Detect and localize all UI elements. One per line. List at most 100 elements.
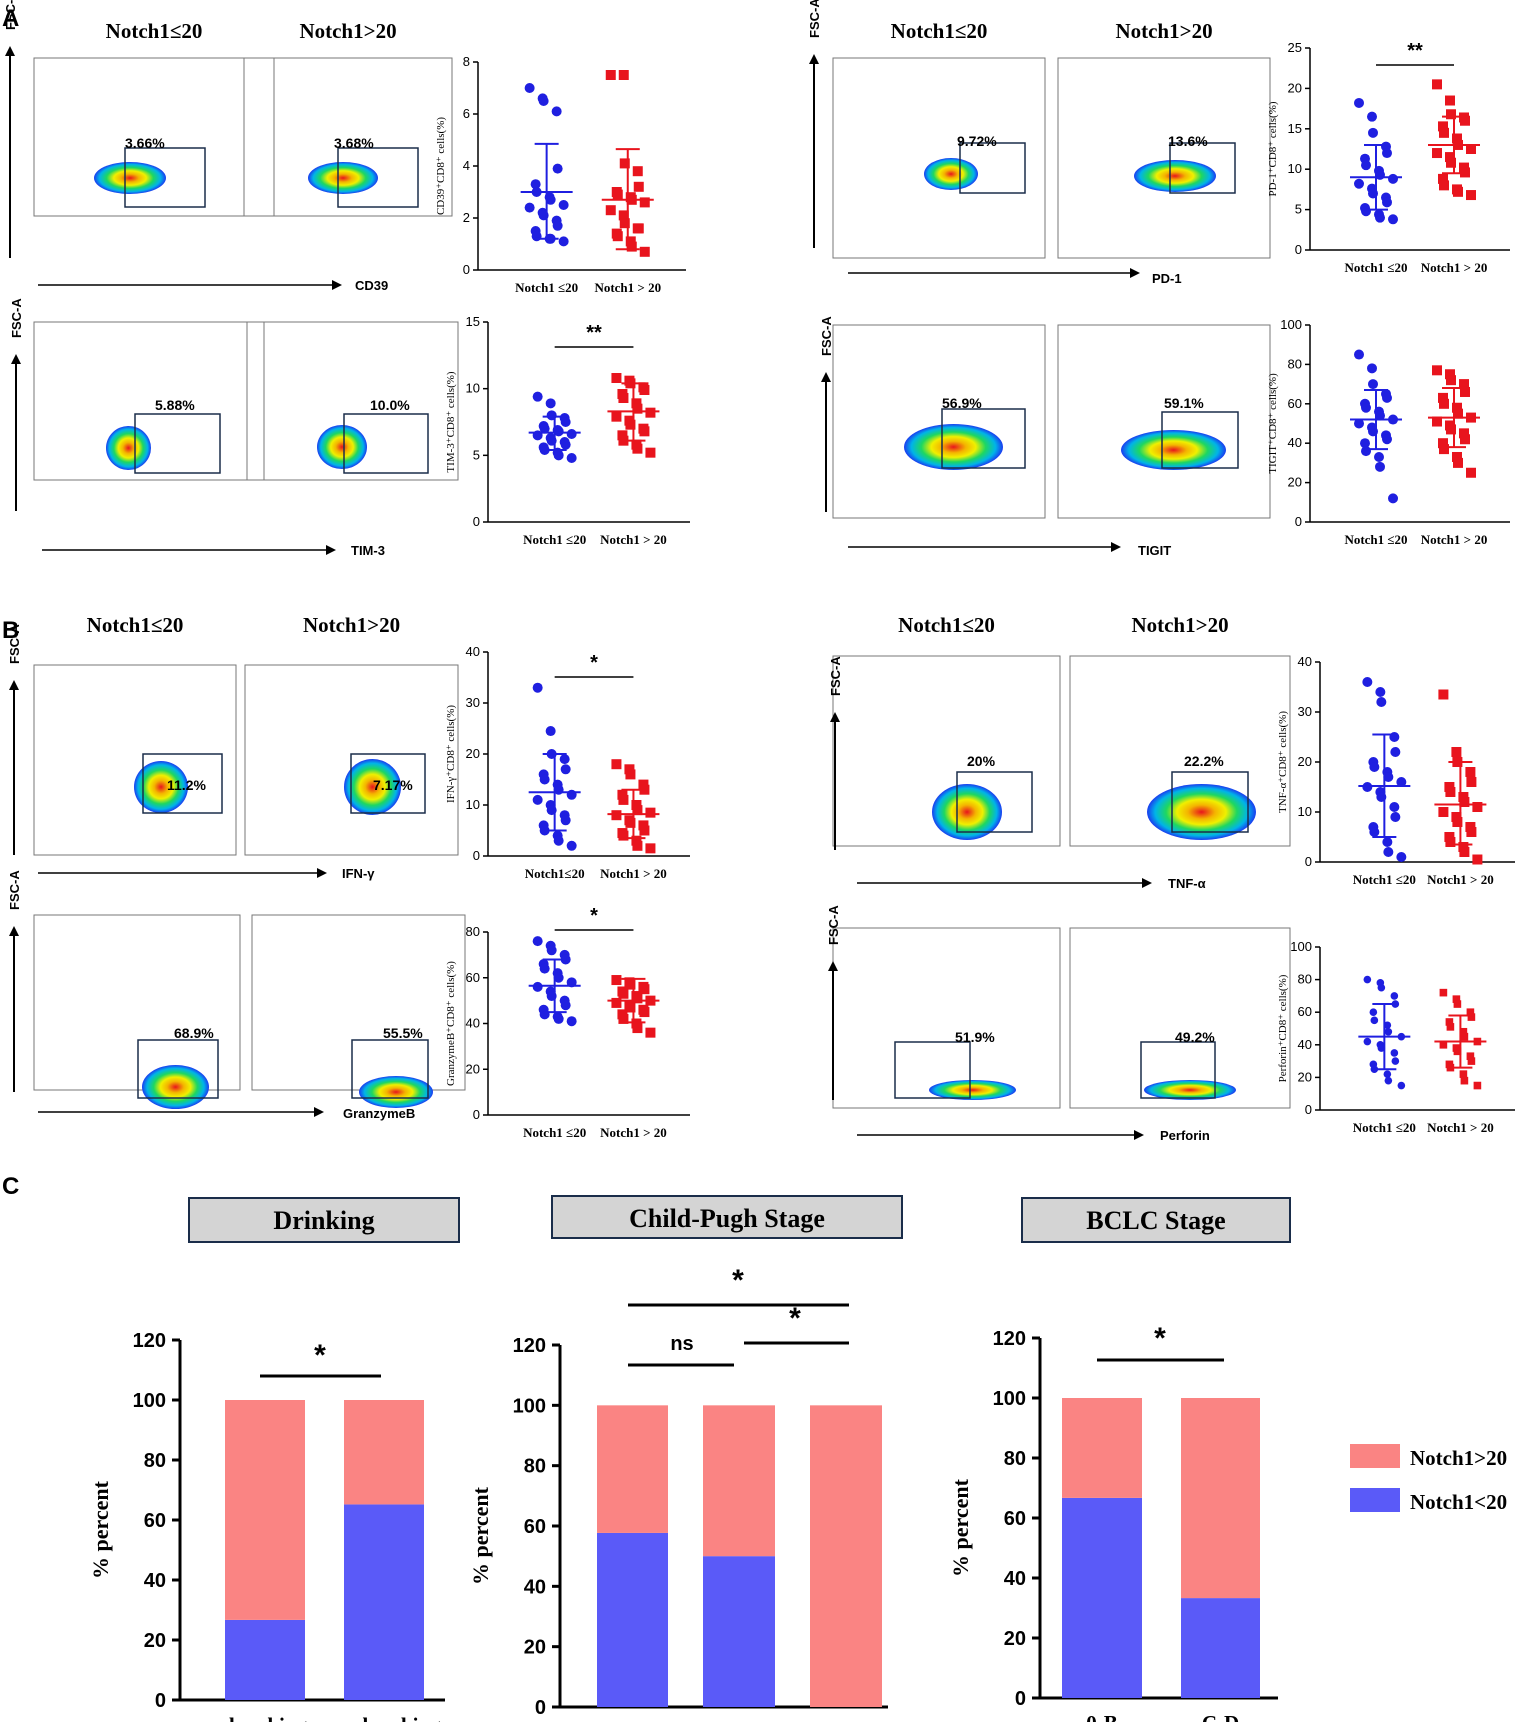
bar-segment-notch1-high bbox=[1062, 1398, 1142, 1498]
y-axis-label: FSC-A bbox=[7, 870, 22, 910]
data-point bbox=[1367, 363, 1377, 374]
flow-header-high: Notch1>20 bbox=[1131, 613, 1228, 637]
data-point bbox=[560, 439, 571, 450]
data-point bbox=[1466, 1008, 1475, 1016]
data-point bbox=[539, 1009, 550, 1020]
y-tick-label: 0 bbox=[473, 1107, 480, 1122]
data-point bbox=[1361, 402, 1371, 413]
chart-title-box bbox=[1021, 1197, 1291, 1243]
gate-box bbox=[1161, 411, 1239, 469]
data-point bbox=[619, 158, 630, 169]
gate-percent-low: 9.72% bbox=[957, 133, 997, 149]
data-point bbox=[558, 200, 569, 210]
gate-box bbox=[134, 413, 221, 474]
significance-label: * bbox=[732, 1264, 744, 1297]
data-point bbox=[552, 163, 563, 174]
data-point bbox=[532, 981, 543, 992]
data-point bbox=[611, 759, 622, 770]
data-point bbox=[1361, 160, 1371, 171]
y-axis-label: FSC-A bbox=[7, 624, 22, 664]
x-category-label: Notch1 > 20 bbox=[594, 280, 661, 295]
data-point bbox=[552, 220, 563, 231]
data-point bbox=[618, 988, 629, 999]
data-point bbox=[645, 807, 656, 818]
y-axis-label: FSC-A bbox=[9, 298, 24, 338]
bar-segment-notch1-high bbox=[810, 1405, 882, 1707]
data-point bbox=[1467, 1013, 1476, 1021]
data-point bbox=[638, 779, 649, 790]
data-point bbox=[1439, 988, 1448, 997]
data-point bbox=[1354, 178, 1364, 189]
gate-percent-high: 7.17% bbox=[373, 777, 413, 793]
data-point bbox=[1466, 144, 1476, 154]
y-axis-title: PD-1⁺CD8⁺ cells(%) bbox=[1267, 101, 1279, 196]
y-tick-label: 80 bbox=[1288, 356, 1302, 371]
x-category-label: drunking bbox=[223, 1713, 308, 1722]
data-point bbox=[560, 1000, 571, 1011]
data-point bbox=[1445, 152, 1455, 163]
y-tick-label: 100 bbox=[513, 1395, 546, 1417]
data-point bbox=[1472, 802, 1483, 812]
data-point bbox=[1452, 133, 1462, 144]
y-tick-label: 2 bbox=[463, 210, 470, 225]
data-point bbox=[1363, 975, 1372, 984]
y-axis-title: TIM-3⁺CD8⁺ cells(%) bbox=[445, 371, 457, 472]
flow-header-low: Notch1≤20 bbox=[106, 19, 203, 43]
bar-segment-notch1-high bbox=[225, 1400, 305, 1620]
density-blob bbox=[929, 1080, 1016, 1100]
data-point bbox=[1452, 451, 1462, 462]
data-point bbox=[1390, 812, 1401, 822]
y-tick-label: 4 bbox=[463, 158, 470, 173]
data-point bbox=[1465, 767, 1476, 777]
flow-plot-frame bbox=[832, 324, 1046, 519]
data-point bbox=[1383, 772, 1394, 782]
data-point bbox=[532, 936, 543, 947]
y-tick-label: 20 bbox=[1298, 754, 1312, 769]
legend-label-high: Notch1>20 bbox=[1410, 1446, 1507, 1470]
gate-percent-low: 3.66% bbox=[125, 135, 165, 151]
flow-plot-frame bbox=[33, 321, 265, 481]
data-point bbox=[1453, 1000, 1462, 1008]
x-axis-label: TNF-α bbox=[1168, 876, 1206, 891]
data-point bbox=[617, 789, 628, 800]
data-point bbox=[631, 800, 642, 810]
data-point bbox=[1432, 79, 1442, 90]
y-tick-label: 10 bbox=[1298, 804, 1312, 819]
data-point bbox=[1460, 386, 1470, 397]
data-point bbox=[1382, 148, 1392, 159]
y-tick-label: 60 bbox=[1298, 1004, 1312, 1019]
chart-title: BCLC Stage bbox=[1086, 1206, 1225, 1235]
data-point bbox=[1391, 1057, 1400, 1065]
x-category-label: Notch1 ≤20 bbox=[1344, 532, 1407, 547]
data-point bbox=[1368, 127, 1378, 138]
flow-plot-frame bbox=[1057, 324, 1271, 519]
data-point bbox=[631, 398, 642, 409]
density-blob bbox=[308, 162, 378, 194]
data-point bbox=[1439, 444, 1449, 455]
data-point bbox=[1459, 797, 1470, 807]
data-point bbox=[1459, 1070, 1468, 1078]
density-blob bbox=[904, 424, 1003, 470]
y-tick-label: 0 bbox=[1305, 1102, 1312, 1117]
y-tick-label: 5 bbox=[1295, 202, 1302, 217]
y-axis-title: % percent bbox=[88, 1480, 113, 1579]
chart-title-box bbox=[551, 1195, 903, 1239]
data-point bbox=[560, 417, 571, 427]
stacked-bar-bar_bclc: 0 20 40 60 80 100 120 % percent 0-B C-D * bbox=[948, 1322, 1278, 1722]
data-point bbox=[1382, 837, 1393, 847]
data-point bbox=[560, 815, 571, 826]
data-point bbox=[611, 997, 622, 1008]
y-axis-title: IFN-γ⁺CD8⁺ cells(%) bbox=[445, 705, 457, 803]
data-point bbox=[1390, 1049, 1399, 1057]
gate-box bbox=[337, 147, 419, 208]
gate-percent-low: 68.9% bbox=[174, 1025, 214, 1041]
y-tick-label: 60 bbox=[144, 1510, 166, 1532]
data-point bbox=[618, 210, 629, 221]
dotplot-s_pd1: 0 5 10 15 20 25 PD-1⁺CD8⁺ cells(%) Notch1 ≤20 No… bbox=[1267, 40, 1510, 275]
flow-header-low: Notch1≤20 bbox=[891, 19, 988, 43]
y-axis-title: TIGIT⁺CD8⁺ cells(%) bbox=[1267, 373, 1279, 474]
y-tick-label: 25 bbox=[1288, 40, 1302, 55]
data-point bbox=[1354, 418, 1364, 429]
gate-percent-low: 56.9% bbox=[942, 395, 982, 411]
